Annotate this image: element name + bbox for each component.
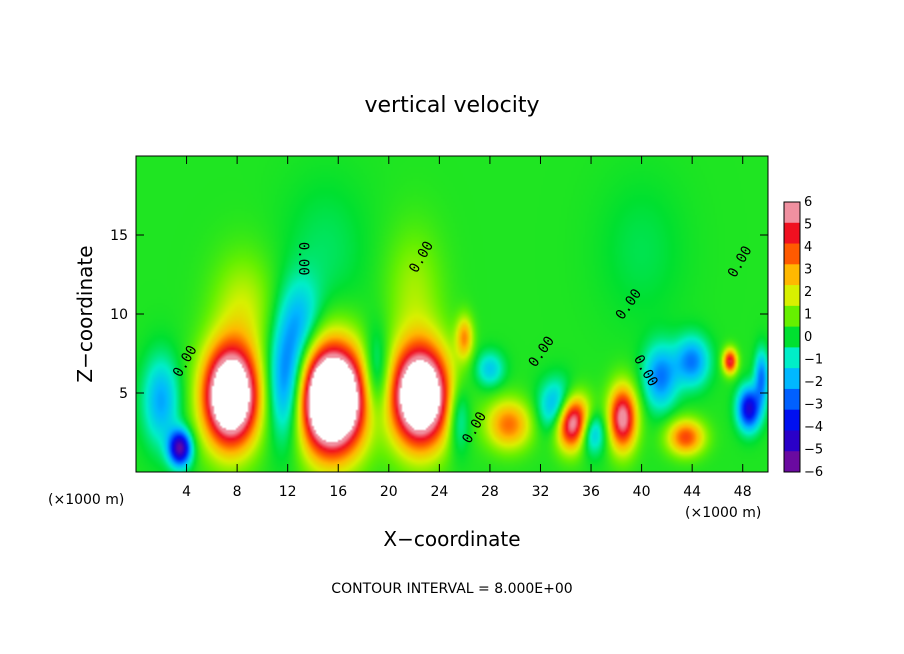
x-tick-label: 44	[683, 484, 701, 500]
colorbar-segment	[784, 222, 800, 245]
colorbar-label: 6	[804, 195, 812, 210]
x-tick-label: 8	[233, 484, 242, 500]
x-tick-label: 24	[430, 484, 448, 500]
colorbar-label: −2	[804, 375, 823, 390]
plot-area: 0.000.00 0.000.000.000.000.000.00	[135, 155, 769, 473]
colorbar-label: 4	[804, 240, 812, 255]
x-tick-label: 48	[734, 484, 752, 500]
colorbar-segment	[784, 285, 800, 307]
x-tick-label: 16	[329, 484, 347, 500]
colorbar-segment	[784, 388, 800, 411]
x-tick-label: 20	[380, 484, 398, 500]
colorbar-segment	[784, 326, 800, 348]
colorbar-label: 0	[804, 330, 812, 345]
x-axis-ticks: 4 8 12 16 20 24 28 32 36 40 44 48	[182, 156, 752, 500]
colorbar-segment	[784, 347, 800, 369]
colorbar-frame	[783, 201, 801, 473]
colorbar-segment	[784, 368, 800, 390]
colorbar-label: −4	[804, 420, 823, 435]
colorbar-label: 2	[804, 285, 812, 300]
colorbar-label: 1	[804, 308, 812, 323]
x-tick-label: 40	[633, 484, 651, 500]
chart-title: vertical velocity	[364, 93, 539, 118]
x-tick-label: 28	[481, 484, 499, 500]
colorbar-segment	[784, 202, 800, 224]
colorbar: −6 −5 −4 −3 −2 −1 0 1 2 3 4 5 6	[783, 195, 823, 480]
y-axis-ticks: 5 10 15	[110, 228, 768, 402]
colorbar-label: 5	[804, 218, 812, 233]
colorbar-segment	[784, 409, 800, 431]
colorbar-segment	[784, 243, 800, 265]
y-tick-label: 10	[110, 307, 128, 323]
x-unit-label-right: (×1000 m)	[685, 505, 761, 521]
x-tick-label: 32	[532, 484, 550, 500]
colorbar-label: 3	[804, 263, 812, 278]
x-tick-label: 12	[279, 484, 297, 500]
y-tick-label: 5	[119, 386, 128, 402]
colorbar-segment	[784, 451, 800, 473]
x-tick-label: 4	[182, 484, 191, 500]
y-tick-label: 15	[110, 228, 128, 244]
contour-label-1: 0.00	[295, 242, 311, 276]
colorbar-label: −1	[804, 353, 823, 368]
x-tick-label: 36	[582, 484, 600, 500]
colorbar-segment	[784, 430, 800, 452]
colorbar-label: −6	[804, 465, 823, 480]
x-axis-title: X−coordinate	[383, 527, 520, 551]
colorbar-label: −3	[804, 398, 823, 413]
contour-interval-note: CONTOUR INTERVAL = 8.000E+00	[331, 581, 572, 597]
y-axis-title: Z−coordinate	[73, 245, 97, 382]
colorbar-label: −5	[804, 443, 823, 458]
x-unit-label-left: (×1000 m)	[48, 492, 124, 508]
velocity-field-image	[136, 156, 768, 472]
colorbar-segment	[784, 305, 800, 328]
colorbar-segment	[784, 264, 800, 286]
